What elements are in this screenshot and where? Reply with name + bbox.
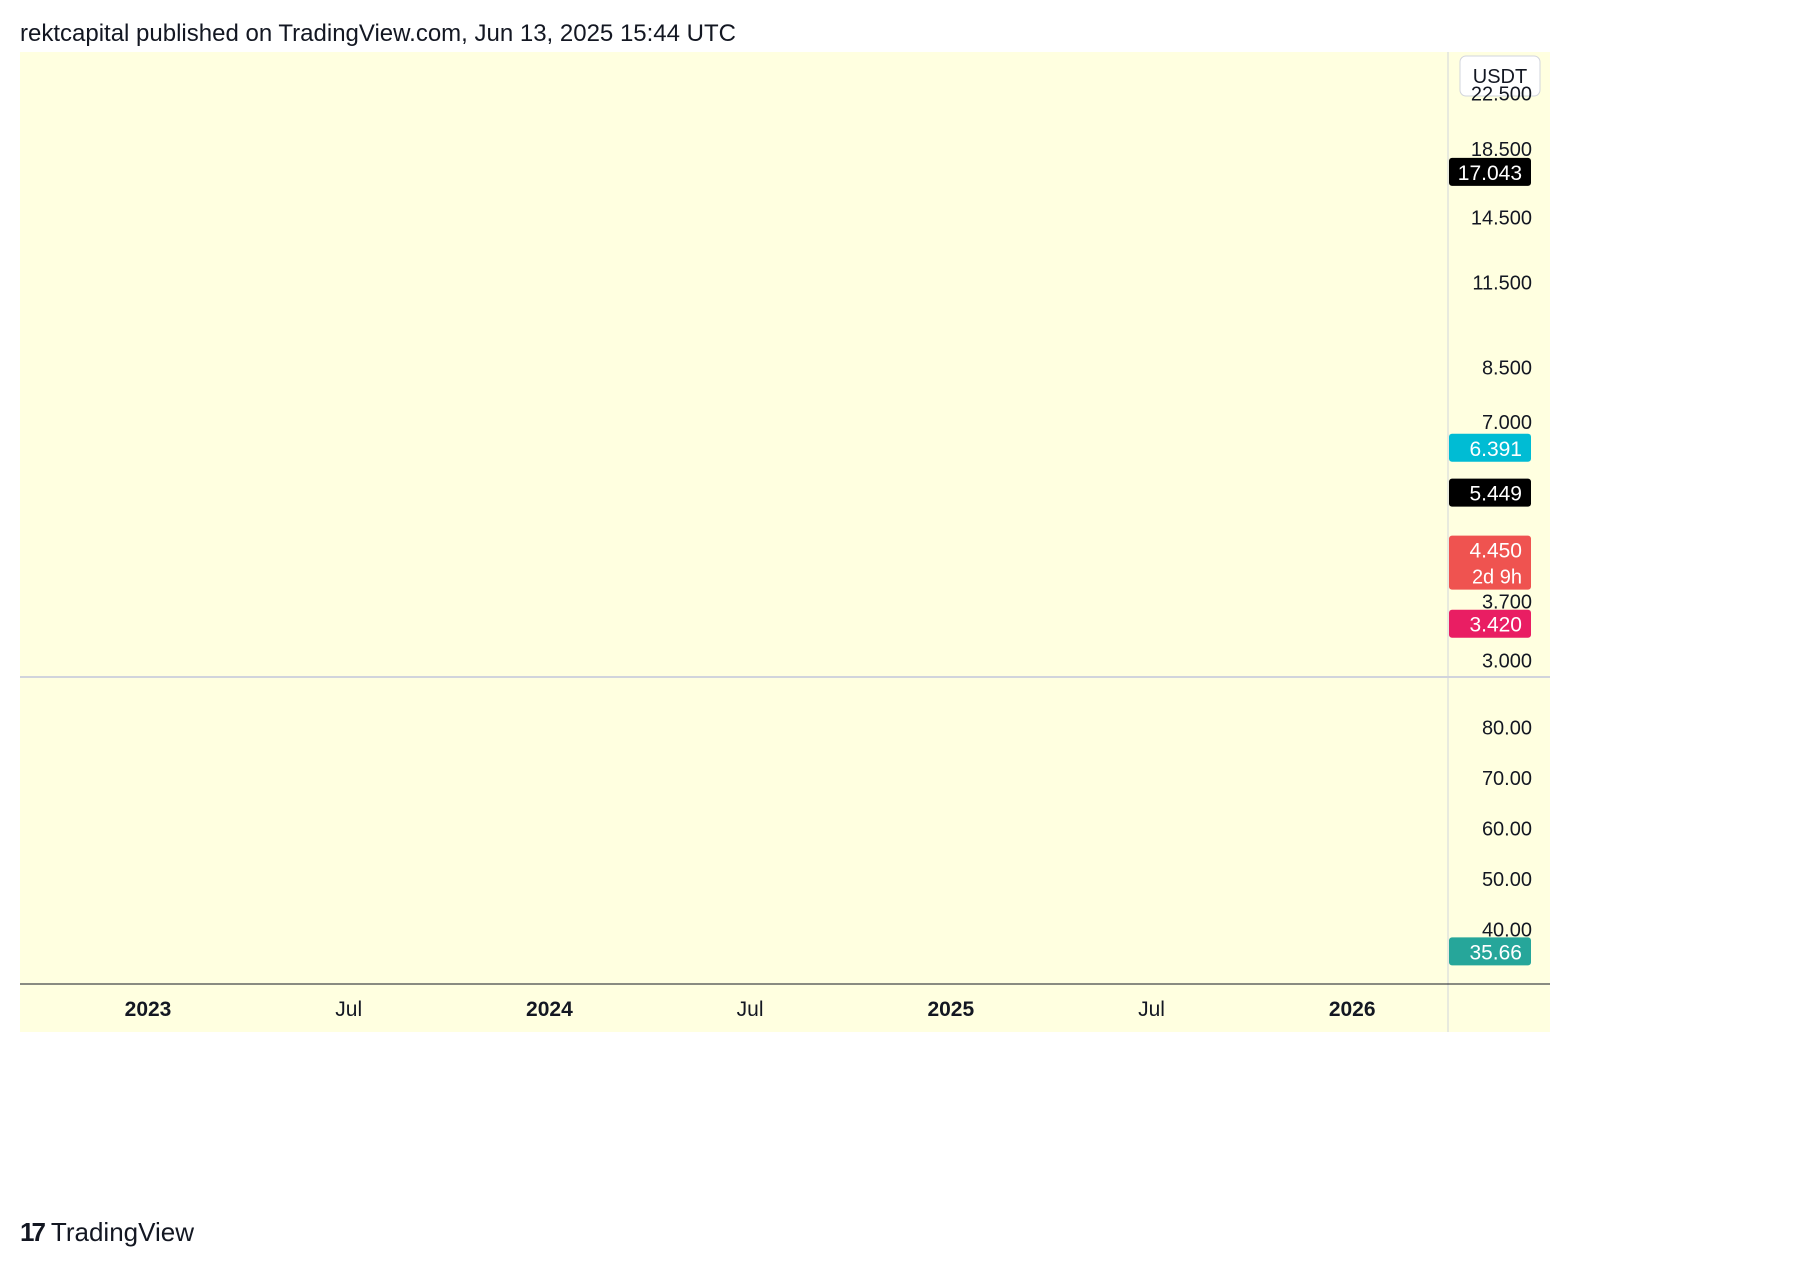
- rsi-tick-label: 60.00: [1482, 818, 1532, 840]
- price-tick-label: 8.500: [1482, 358, 1532, 380]
- rsi-tick-label: 40.00: [1482, 919, 1532, 941]
- price-tick-label: 22.500: [1471, 84, 1532, 106]
- rsi-tick-label: 50.00: [1482, 869, 1532, 891]
- level-price-badge: [1449, 157, 1531, 186]
- publish-header: rektcapital published on TradingView.com…: [20, 20, 736, 47]
- currency-button[interactable]: USDT: [1459, 55, 1541, 97]
- level-countdown-label: 2d 9h: [1472, 567, 1522, 589]
- price-tick-label: 14.500: [1471, 207, 1532, 229]
- currency-button-label: USDT: [1473, 66, 1527, 88]
- tradingview-logo[interactable]: 17 TradingView: [20, 1217, 194, 1248]
- rsi-tick-label: 80.00: [1482, 717, 1532, 739]
- price-tick-label: 3.000: [1482, 651, 1532, 673]
- time-tick-label: 2026: [1329, 998, 1376, 1021]
- currency-button-frame: [1459, 55, 1541, 97]
- tradingview-brand: TradingView: [50, 1217, 194, 1247]
- level-price-badge: [1449, 433, 1531, 462]
- time-tick-label: Jul: [335, 998, 362, 1021]
- time-tick-label: 2025: [927, 998, 974, 1021]
- time-tick-label: 2023: [125, 998, 172, 1021]
- price-tick-label: 3.700: [1482, 592, 1532, 614]
- rsi-level-badge: [1449, 937, 1531, 966]
- price-tick-label: 18.500: [1471, 139, 1532, 161]
- level-price-badge: [1449, 609, 1531, 638]
- price-tick-label: 7.000: [1482, 412, 1532, 434]
- level-price-badge: [1449, 535, 1531, 590]
- level-price-label: 5.449: [1469, 483, 1522, 506]
- level-price-badge: [1449, 478, 1531, 507]
- time-tick-label: Jul: [1138, 998, 1165, 1021]
- level-price-label: 3.420: [1469, 614, 1522, 637]
- tradingview-mark-icon: 17: [20, 1217, 46, 1247]
- rsi-tick-label: 70.00: [1482, 768, 1532, 790]
- price-tick-label: 11.500: [1472, 273, 1532, 295]
- time-tick-label: Jul: [737, 998, 764, 1021]
- rsi-level-label: 35.66: [1469, 941, 1522, 964]
- level-price-label: 17.043: [1458, 162, 1522, 185]
- time-tick-label: 2024: [526, 998, 573, 1021]
- level-price-label: 4.450: [1469, 540, 1522, 563]
- chart-frame: APT / TetherUS · 1W · BINANCEAPT/USDT@re…: [20, 52, 1550, 1032]
- level-price-label: 6.391: [1469, 438, 1522, 461]
- chart-background: [20, 52, 1550, 1032]
